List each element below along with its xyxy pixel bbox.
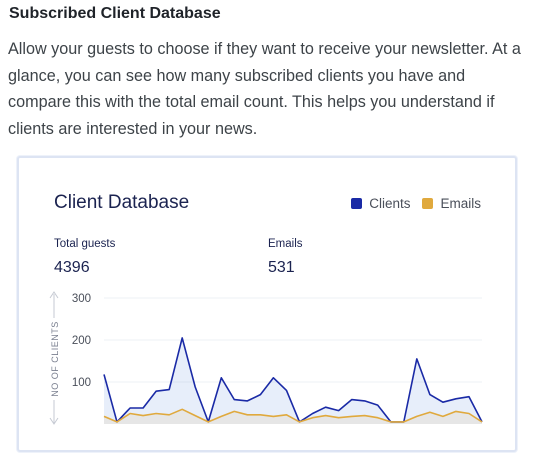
y-label-bg — [48, 318, 60, 400]
chart-series — [103, 337, 483, 424]
stat-total-guests-label: Total guests — [54, 238, 116, 250]
y-axis-label: NO OF CLIENTS — [50, 321, 60, 397]
section-heading: Subscribed Client Database — [9, 5, 221, 22]
series-line-clients — [103, 337, 483, 423]
stat-total-guests: Total guests 4396 — [54, 238, 115, 277]
legend-item-clients[interactable]: Clients — [351, 196, 410, 211]
section-description: Allow your guests to choose if they want… — [8, 40, 521, 138]
stat-emails-value: 531 — [268, 259, 295, 276]
stat-total-guests-value: 4396 — [54, 259, 90, 276]
legend-swatch-emails — [422, 198, 434, 209]
chart-grid — [104, 297, 482, 383]
y-tick-label: 300 — [72, 293, 91, 305]
y-tick-label: 200 — [72, 335, 91, 347]
card-title: Client Database — [54, 192, 190, 213]
series-area-emails — [104, 409, 482, 424]
y-axis-arrow-up — [49, 291, 59, 299]
series-line-emails — [103, 408, 483, 423]
client-database-card: Client Database Clients Emails Total gue… — [17, 156, 517, 452]
client-chart: 300 200 100 NO OF CLIENTS — [48, 291, 483, 425]
chart-legend: Clients Emails — [339, 196, 481, 211]
y-axis: 300 200 100 NO OF CLIENTS — [48, 291, 91, 425]
y-axis-arrow-down — [49, 417, 59, 425]
legend-label-emails: Emails — [440, 196, 481, 211]
series-area-clients — [104, 337, 482, 424]
legend-item-emails[interactable]: Emails — [422, 196, 481, 211]
legend-label-clients: Clients — [369, 196, 411, 211]
legend-swatch-clients — [351, 198, 363, 209]
stat-emails-label: Emails — [268, 238, 303, 250]
stat-emails: Emails 531 — [268, 238, 303, 277]
y-tick-label: 100 — [72, 377, 91, 389]
